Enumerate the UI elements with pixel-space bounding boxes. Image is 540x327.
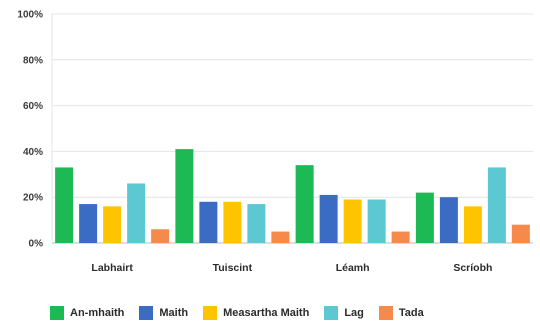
y-tick-label: 40%	[23, 147, 43, 158]
bar-measartha-maith-2	[343, 199, 362, 243]
x-category-label: Léamh	[336, 262, 370, 274]
legend-label: Maith	[159, 307, 189, 319]
bar-maith-2	[319, 194, 338, 243]
bar-tada-2	[391, 231, 410, 243]
x-category-label: Tuiscint	[213, 262, 253, 274]
legend-swatch	[324, 306, 339, 320]
bar-lag-2	[367, 199, 386, 243]
legend-label: Lag	[344, 307, 364, 319]
bar-measartha-maith-1	[223, 201, 242, 243]
legend-item: Maith	[139, 306, 188, 320]
bar-an-mhaith-3	[415, 192, 434, 243]
legend-label: Tada	[398, 307, 424, 319]
legend-label: Measartha Maith	[223, 307, 310, 319]
legend-swatch	[203, 306, 218, 320]
bar-tada-0	[151, 229, 170, 243]
legend-swatch	[139, 306, 154, 320]
bar-lag-3	[487, 167, 506, 243]
y-tick-label: 100%	[17, 10, 43, 21]
x-category-label: Labhairt	[91, 262, 133, 274]
bar-tada-3	[511, 224, 530, 243]
legend-label: An-mhaith	[70, 307, 125, 319]
bar-measartha-maith-0	[103, 206, 122, 243]
legend-swatch	[50, 306, 64, 320]
y-tick-label: 60%	[23, 101, 43, 112]
legend-item: Tada	[378, 306, 424, 320]
bars	[55, 149, 530, 243]
y-axis-ticks: 0% 20% 40% 60% 80% 100%	[17, 10, 43, 250]
legend-item: An-mhaith	[50, 306, 124, 320]
y-tick-label: 0%	[29, 239, 44, 250]
bar-maith-1	[199, 201, 218, 243]
bar-an-mhaith-0	[55, 167, 74, 243]
bar-lag-1	[247, 204, 266, 243]
bar-maith-3	[439, 197, 458, 243]
bar-measartha-maith-3	[463, 206, 482, 243]
grid-lines	[51, 13, 533, 244]
y-tick-label: 20%	[23, 193, 43, 204]
bar-an-mhaith-1	[175, 149, 194, 243]
bar-maith-0	[79, 204, 98, 243]
legend-item: Measartha Maith	[203, 306, 309, 320]
x-category-label: Scríobh	[453, 262, 492, 274]
bar-lag-0	[127, 183, 146, 243]
x-axis-categories: Labhairt Tuiscint Léamh Scríobh	[91, 262, 492, 274]
legend-item: Lag	[324, 306, 364, 320]
legend-swatch	[378, 306, 393, 320]
bar-tada-1	[271, 231, 290, 243]
y-tick-label: 80%	[23, 55, 43, 66]
bar-an-mhaith-2	[295, 165, 314, 243]
legend: An-mhaith Maith Measartha Maith Lag Tada	[50, 306, 439, 320]
